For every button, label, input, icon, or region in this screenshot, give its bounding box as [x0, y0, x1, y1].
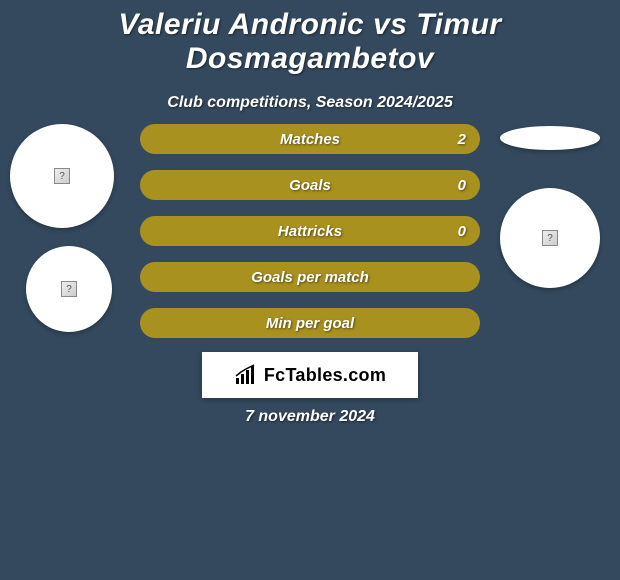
player1-club-avatar: [26, 246, 112, 332]
image-placeholder-icon: [61, 281, 77, 297]
page-title: Valeriu Andronic vs Timur Dosmagambetov: [0, 0, 620, 76]
stat-value: 0: [458, 177, 466, 194]
stat-label: Hattricks: [278, 223, 342, 240]
player2-avatar: [500, 188, 600, 288]
image-placeholder-icon: [54, 168, 70, 184]
stat-value: 2: [458, 131, 466, 148]
chart-icon: [234, 364, 258, 386]
stat-row-goals: Goals 0: [140, 170, 480, 200]
stat-row-hattricks: Hattricks 0: [140, 216, 480, 246]
page-subtitle: Club competitions, Season 2024/2025: [0, 94, 620, 112]
stat-value: 0: [458, 223, 466, 240]
right-player-column: [500, 126, 600, 288]
stat-label: Goals: [289, 177, 331, 194]
left-player-column: [10, 124, 114, 332]
player1-avatar: [10, 124, 114, 228]
stat-label: Goals per match: [251, 269, 369, 286]
stat-row-min-per-goal: Min per goal: [140, 308, 480, 338]
stat-label: Min per goal: [266, 315, 354, 332]
player2-top-shape: [500, 126, 600, 150]
stat-row-goals-per-match: Goals per match: [140, 262, 480, 292]
brand-text: FcTables.com: [264, 365, 386, 386]
stat-row-matches: Matches 2: [140, 124, 480, 154]
brand-badge[interactable]: FcTables.com: [202, 352, 418, 398]
stats-list: Matches 2 Goals 0 Hattricks 0 Goals per …: [140, 124, 480, 338]
image-placeholder-icon: [542, 230, 558, 246]
footer-date: 7 november 2024: [0, 408, 620, 426]
stat-label: Matches: [280, 131, 340, 148]
